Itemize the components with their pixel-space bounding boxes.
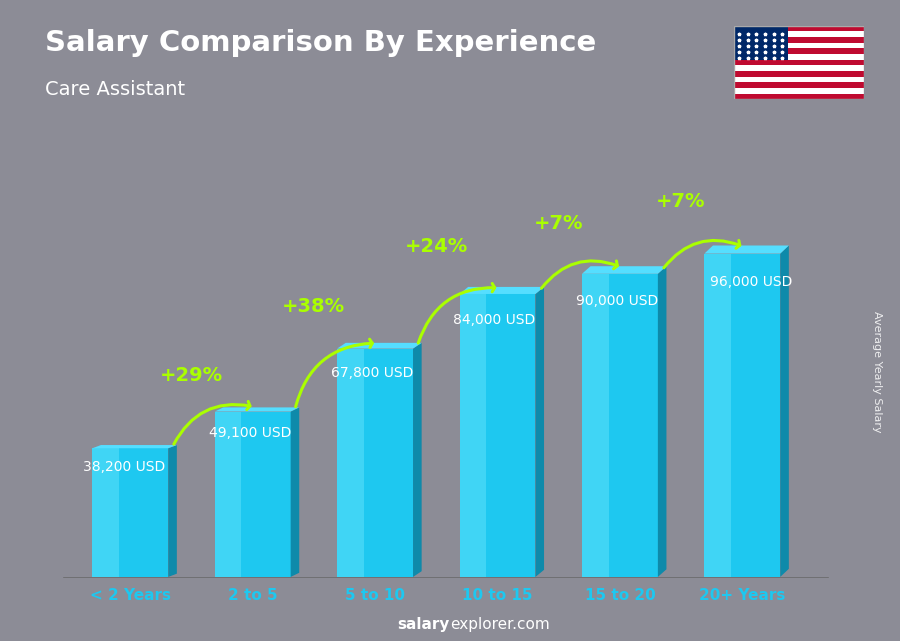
Text: salary: salary [398,617,450,633]
Bar [93,448,168,577]
Bar [705,254,780,577]
Bar [734,94,864,99]
Polygon shape [291,408,299,577]
Bar [734,54,864,60]
Bar [460,294,536,577]
Polygon shape [413,343,421,577]
Text: 96,000 USD: 96,000 USD [710,275,793,289]
Bar [734,71,864,77]
Bar [734,88,864,94]
Bar [734,60,864,65]
Text: +29%: +29% [160,366,223,385]
Text: +24%: +24% [405,237,468,256]
Bar [338,349,413,577]
Text: 67,800 USD: 67,800 USD [331,365,413,379]
Bar [734,31,864,37]
Polygon shape [215,408,299,412]
Polygon shape [460,287,544,294]
Bar [734,43,864,48]
Text: 38,200 USD: 38,200 USD [83,460,165,474]
Bar [734,77,864,82]
Bar [705,254,731,577]
Bar [582,274,658,577]
Polygon shape [705,246,788,254]
Bar [734,82,864,88]
Bar [215,412,241,577]
Text: 84,000 USD: 84,000 USD [454,313,536,328]
Bar [215,412,291,577]
Bar [93,448,119,577]
Polygon shape [582,266,666,274]
Text: +7%: +7% [656,192,706,211]
Bar [734,26,864,31]
Bar [338,349,364,577]
Text: +7%: +7% [534,214,583,233]
Text: 90,000 USD: 90,000 USD [576,294,658,308]
Text: 49,100 USD: 49,100 USD [209,426,291,440]
Polygon shape [780,246,788,577]
Bar [582,274,608,577]
Text: explorer.com: explorer.com [450,617,550,633]
Text: +38%: +38% [283,297,346,315]
Bar [734,65,864,71]
Bar [734,48,864,54]
Text: Salary Comparison By Experience: Salary Comparison By Experience [45,29,596,57]
Text: Average Yearly Salary: Average Yearly Salary [872,311,883,433]
Bar [734,37,864,43]
Polygon shape [658,266,666,577]
Polygon shape [338,343,421,349]
Polygon shape [536,287,544,577]
Text: Care Assistant: Care Assistant [45,80,185,99]
Bar [460,294,486,577]
Polygon shape [168,445,176,577]
Polygon shape [93,445,176,448]
